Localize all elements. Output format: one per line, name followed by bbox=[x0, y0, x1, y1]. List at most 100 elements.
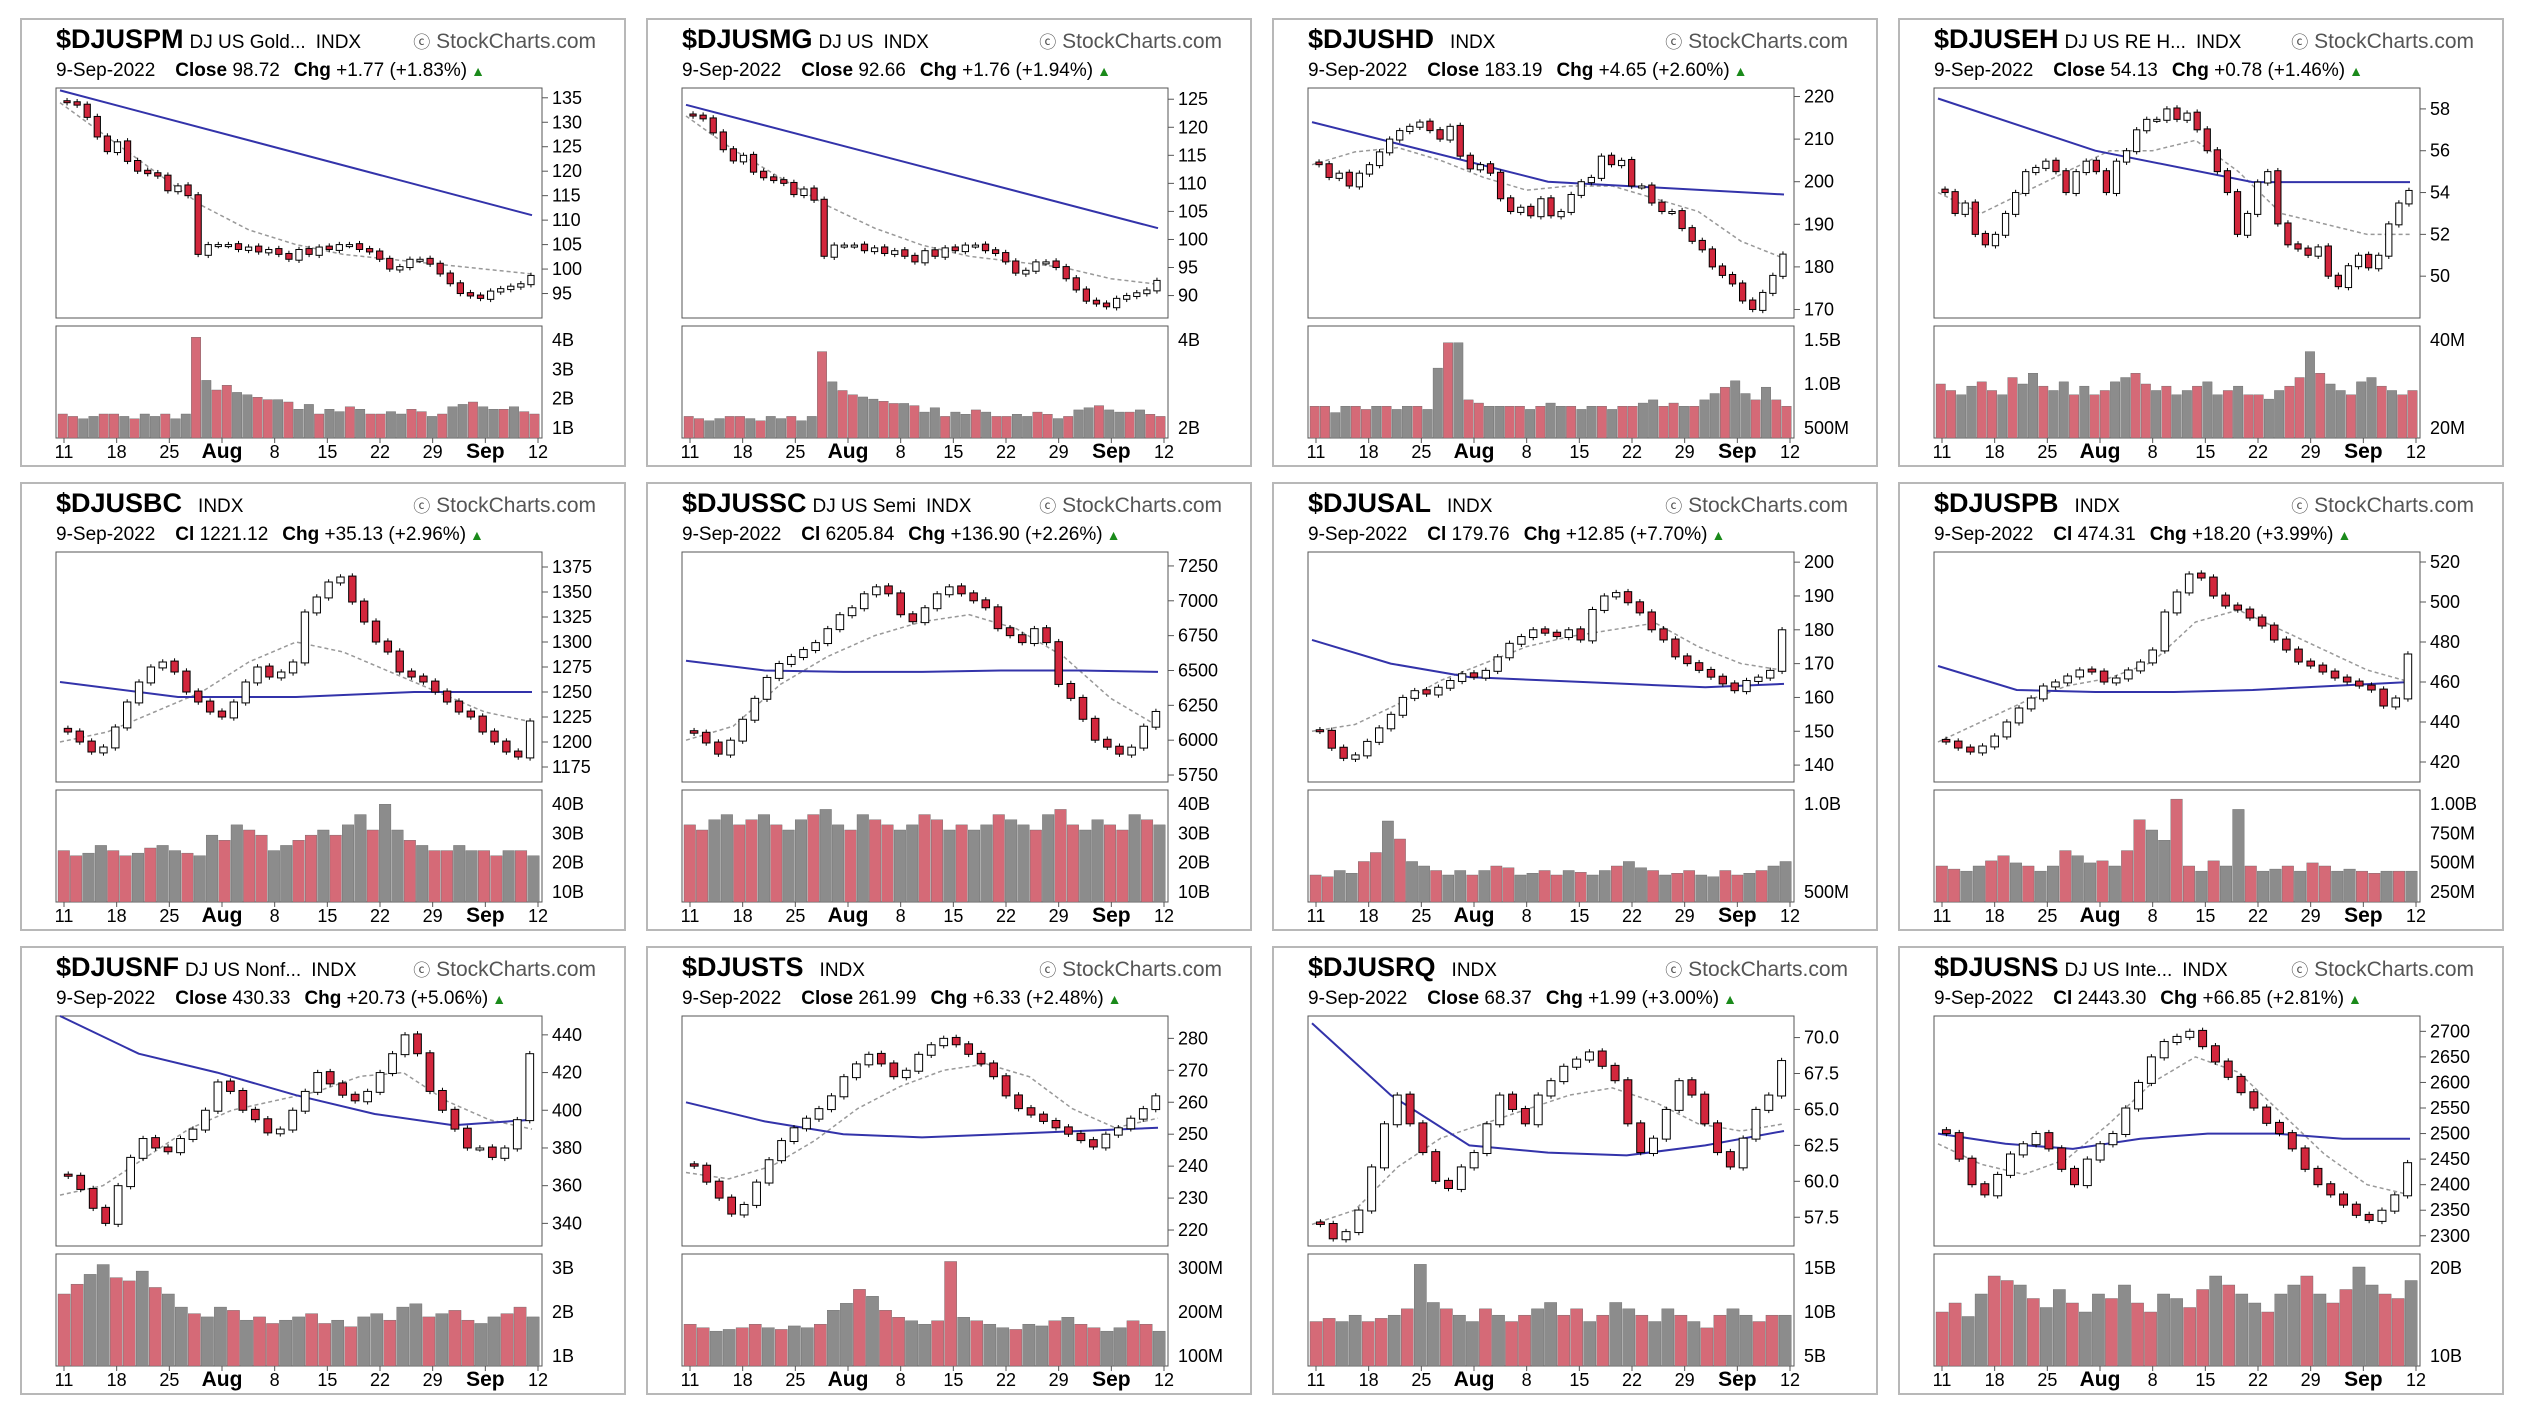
candle bbox=[2112, 158, 2121, 197]
volume-bar bbox=[1740, 393, 1751, 439]
chart-panel[interactable]: $DJUSNS DJ US Inte... INDX ⓒ StockCharts.co… bbox=[1898, 946, 2504, 1395]
chart-panel[interactable]: $DJUSPM DJ US Gold... INDX ⓒ StockCharts.co… bbox=[20, 18, 626, 467]
volume-bar bbox=[1765, 1314, 1779, 1367]
volume-bar bbox=[318, 1323, 331, 1367]
price-chart[interactable]: 520 500 480 460 440 420 1.00B 750M 500M 250M 11 18 2… bbox=[1900, 484, 2502, 929]
chart-panel[interactable]: $DJUSAL INDX ⓒ StockCharts.com 9-Sep-2022 Cl… bbox=[1272, 482, 1878, 931]
candle bbox=[500, 1145, 510, 1162]
chart-panel[interactable]: $DJUSEH DJ US RE H... INDX ⓒ StockCharts.co… bbox=[1898, 18, 2504, 467]
volume-bar bbox=[1042, 414, 1053, 439]
candle bbox=[1042, 259, 1050, 266]
symbol-name: DJ US RE H... bbox=[2064, 32, 2186, 53]
x-tick-label: 15 bbox=[1569, 906, 1589, 926]
y-tick-label: 2350 bbox=[2430, 1200, 2470, 1220]
symbol[interactable]: $DJUSPB bbox=[1934, 488, 2059, 518]
candle bbox=[325, 1068, 335, 1087]
candle bbox=[1456, 122, 1464, 159]
symbol[interactable]: $DJUSSC bbox=[682, 488, 807, 518]
candle bbox=[2146, 1054, 2156, 1087]
chart-header: $DJUSSC DJ US Semi INDX bbox=[682, 488, 971, 518]
y-tick-label: 120 bbox=[1178, 117, 1208, 137]
price-frame bbox=[1307, 87, 1795, 319]
symbol-name: DJ US Semi bbox=[812, 496, 917, 517]
candle bbox=[2160, 609, 2170, 654]
volume-bar bbox=[57, 413, 68, 439]
chart-panel[interactable]: $DJUSSC DJ US Semi INDX ⓒ StockCharts.com 9-… bbox=[646, 482, 1252, 931]
y-tick-label: 160 bbox=[1804, 687, 1834, 707]
chart-header: $DJUSPM DJ US Gold... INDX bbox=[56, 24, 361, 54]
volume-bar bbox=[230, 824, 243, 903]
volume-bar bbox=[314, 413, 325, 439]
watermark: ⓒ StockCharts.com bbox=[2291, 28, 2474, 54]
exchange: INDX bbox=[1450, 32, 1496, 53]
symbol[interactable]: $DJUSTS bbox=[682, 952, 804, 982]
volume-tick-label: 40B bbox=[1178, 794, 1210, 814]
candle bbox=[1617, 157, 1626, 169]
chart-panel[interactable]: $DJUSNF DJ US Nonf... INDX ⓒ StockCharts.co… bbox=[20, 946, 626, 1395]
y-tick-label: 65.0 bbox=[1804, 1099, 1839, 1119]
chart-panel[interactable]: $DJUSTS INDX ⓒ StockCharts.com 9-Sep-2022 Cl… bbox=[646, 946, 1252, 1395]
x-tick-label: 25 bbox=[2037, 906, 2057, 926]
volume-bar bbox=[156, 845, 169, 903]
price-chart[interactable]: 58 56 54 52 50 40M 20M 11 18 25 Aug 8 15 22 29 Sep 12 bbox=[1900, 20, 2502, 465]
symbol[interactable]: $DJUSPM bbox=[56, 24, 184, 54]
symbol[interactable]: $DJUSAL bbox=[1308, 488, 1432, 518]
candle bbox=[83, 101, 91, 121]
symbol[interactable]: $DJUSNF bbox=[56, 952, 180, 982]
volume-bar bbox=[704, 420, 715, 439]
price-chart[interactable]: 125 120 115 110 105 100 95 90 4B 2B 11 18 25 Aug 8 15 22… bbox=[648, 20, 1250, 465]
chart-panel[interactable]: $DJUSRQ INDX ⓒ StockCharts.com 9-Sep-2022 Cl… bbox=[1272, 946, 1878, 1395]
candle bbox=[951, 1034, 961, 1048]
symbol[interactable]: $DJUSRQ bbox=[1308, 952, 1436, 982]
watermark-text: StockCharts.com bbox=[436, 958, 596, 981]
candle bbox=[1017, 631, 1027, 646]
x-tick-label: 18 bbox=[1985, 1370, 2005, 1390]
y-tick-label: 2400 bbox=[2430, 1175, 2470, 1195]
volume-bar bbox=[211, 389, 222, 439]
exchange: INDX bbox=[883, 32, 929, 53]
volume-bar bbox=[1463, 399, 1474, 439]
y-tick-label: 105 bbox=[1178, 201, 1208, 221]
price-chart[interactable]: 70.0 67.5 65.0 62.5 60.0 57.5 15B 10B 5B 11 18 25 Au… bbox=[1274, 948, 1876, 1393]
price-chart[interactable]: 13751350132513001275125012251200117540B3… bbox=[22, 484, 624, 929]
candle bbox=[1759, 289, 1767, 314]
chart-panel[interactable]: $DJUSBC INDX ⓒ StockCharts.com 9-Sep-2022 Cl… bbox=[20, 482, 626, 931]
candle bbox=[1101, 1131, 1111, 1151]
symbol[interactable]: $DJUSMG bbox=[682, 24, 813, 54]
volume-bar bbox=[2022, 865, 2035, 903]
volume-bar bbox=[324, 409, 335, 439]
volume-bar bbox=[280, 845, 293, 903]
volume-bar bbox=[129, 418, 140, 439]
symbol[interactable]: $DJUSNS bbox=[1934, 952, 2059, 982]
quote-date: 9-Sep-2022 bbox=[682, 988, 782, 1009]
chart-panel[interactable]: $DJUSMG DJ US INDX ⓒ StockCharts.com 9-Sep-2… bbox=[646, 18, 1252, 467]
candle bbox=[689, 1161, 699, 1169]
candle bbox=[780, 176, 788, 187]
price-chart[interactable]: 440 420 400 380 360 340 3B 2B 1B 11 18 25 Aug 8 15 22 29… bbox=[22, 948, 624, 1393]
price-chart[interactable]: 7250 7000 6750 6500 6250 6000 5750 40B 30B 20B 10B… bbox=[648, 484, 1250, 929]
candle bbox=[1769, 272, 1777, 297]
price-chart[interactable]: 280 270 260 250 240 230 220 300M 200M 100M 11 18 25 A… bbox=[648, 948, 1250, 1393]
candle bbox=[527, 272, 535, 288]
symbol[interactable]: $DJUSEH bbox=[1934, 24, 2059, 54]
price-chart[interactable]: 2700 2650 2600 2550 2500 2450 2400 2350 2300 20B 1… bbox=[1900, 948, 2502, 1393]
quote-date: 9-Sep-2022 bbox=[56, 988, 156, 1009]
candle bbox=[1082, 286, 1090, 304]
price-chart[interactable]: 220 210 200 190 180 170 1.5B 1.0B 500M 11 18 25 Aug 8… bbox=[1274, 20, 1876, 465]
symbol[interactable]: $DJUSBC bbox=[56, 488, 183, 518]
x-tick-label: 15 bbox=[1569, 1370, 1589, 1390]
volume-bar bbox=[1139, 1323, 1153, 1367]
candle bbox=[2354, 252, 2363, 270]
price-chart[interactable]: 200 190 180 170 160 150 140 1.0B 500M 11 18 25 Aug 8 1… bbox=[1274, 484, 1876, 929]
y-tick-label: 150 bbox=[1804, 721, 1834, 741]
price-chart[interactable]: 135 130 125 120 115 110 105 100 95 4B 3B 2B 1B 11 18 25… bbox=[22, 20, 624, 465]
chart-panel[interactable]: $DJUSHD INDX ⓒ StockCharts.com 9-Sep-2022 Cl… bbox=[1272, 18, 1878, 467]
volume-bar bbox=[2380, 870, 2393, 903]
volume-tick-label: 1B bbox=[552, 418, 574, 438]
exchange: INDX bbox=[198, 496, 244, 517]
y-tick-label: 220 bbox=[1804, 87, 1834, 107]
y-tick-label: 2450 bbox=[2430, 1149, 2470, 1169]
symbol[interactable]: $DJUSHD bbox=[1308, 24, 1435, 54]
chart-panel[interactable]: $DJUSPB INDX ⓒ StockCharts.com 9-Sep-2022 Cl… bbox=[1898, 482, 2504, 931]
change-value: +12.85 (+7.70%) bbox=[1565, 524, 1708, 545]
